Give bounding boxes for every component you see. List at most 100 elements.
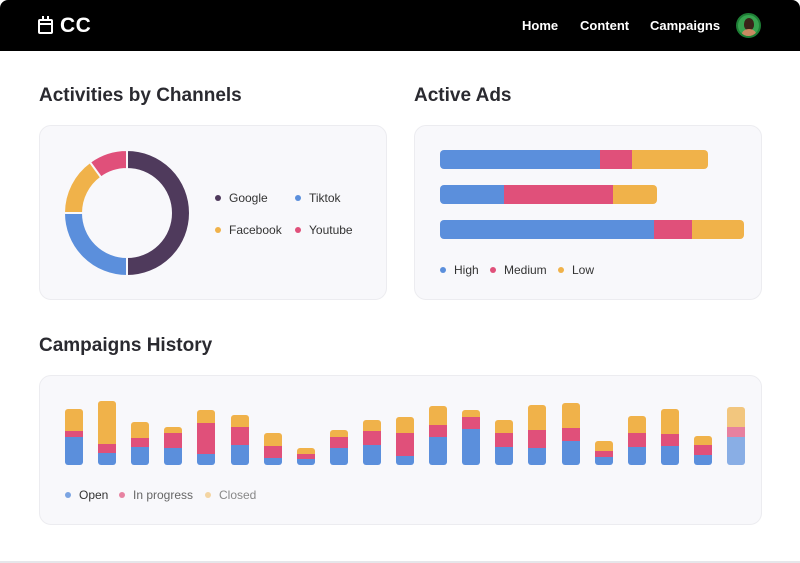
legend-open-dot — [65, 492, 71, 498]
campaign-segment-open — [362, 445, 381, 465]
campaign-segment-open — [230, 445, 249, 465]
campaign-segment-open — [98, 453, 117, 465]
campaign-segment-closed — [296, 448, 315, 454]
campaign-segment-in-progress — [462, 417, 481, 429]
campaign-segment-in-progress — [329, 437, 348, 448]
campaigns-history-title: Campaigns History — [39, 335, 213, 356]
campaign-segment-closed — [197, 410, 216, 423]
campaign-segment-open — [528, 448, 547, 465]
campaign-column — [65, 409, 83, 465]
campaign-segment-open — [396, 456, 414, 465]
campaign-segment-closed — [396, 417, 414, 433]
legend-medium: Medium — [490, 263, 547, 277]
active-ads-segment-medium — [600, 150, 632, 169]
campaign-segment-closed — [65, 409, 83, 431]
active-ads-title: Active Ads — [414, 85, 512, 106]
campaign-segment-closed — [131, 422, 150, 438]
legend-medium-label: Medium — [504, 263, 547, 277]
campaign-column — [296, 448, 315, 465]
legend-google: Google — [215, 191, 268, 205]
legend-in-progress: In progress — [119, 488, 193, 502]
campaign-segment-open — [495, 447, 514, 465]
campaign-segment-in-progress — [495, 433, 514, 447]
campaign-column — [98, 401, 117, 465]
campaign-column — [429, 406, 448, 465]
campaign-segment-open — [131, 447, 150, 465]
campaign-column — [396, 417, 414, 465]
campaign-column — [693, 436, 712, 465]
avatar[interactable] — [736, 13, 761, 38]
nav-item-content[interactable]: Content — [580, 18, 630, 33]
campaign-segment-in-progress — [627, 433, 646, 447]
campaign-column — [727, 407, 745, 465]
campaign-segment-in-progress — [197, 423, 216, 454]
brand-logo[interactable]: CC — [38, 13, 91, 39]
campaign-segment-closed — [164, 427, 183, 433]
campaign-segment-open — [660, 446, 679, 465]
campaigns-history-card: Open In progress Closed — [39, 375, 762, 525]
campaign-segment-in-progress — [296, 454, 315, 459]
legend-facebook: Facebook — [215, 223, 282, 237]
active-ads-segment-high — [440, 185, 504, 204]
campaign-segment-in-progress — [660, 434, 679, 446]
legend-youtube-label: Youtube — [309, 223, 353, 237]
legend-in-progress-label: In progress — [133, 488, 194, 502]
legend-open: Open — [65, 488, 108, 502]
campaign-segment-closed — [98, 401, 117, 444]
legend-google-dot — [215, 195, 221, 201]
campaign-column — [362, 420, 381, 465]
campaign-segment-in-progress — [727, 427, 745, 437]
campaign-segment-in-progress — [65, 431, 83, 437]
campaign-segment-closed — [495, 420, 514, 433]
active-ads-bar — [440, 220, 744, 239]
legend-high-label: High — [454, 263, 479, 277]
campaign-column — [627, 416, 646, 465]
campaign-segment-open — [65, 437, 83, 465]
campaign-segment-closed — [528, 405, 547, 430]
campaign-segment-in-progress — [131, 438, 150, 447]
campaign-segment-in-progress — [98, 444, 117, 453]
campaign-segment-closed — [462, 410, 481, 417]
legend-facebook-label: Facebook — [229, 223, 282, 237]
legend-in-progress-dot — [119, 492, 125, 498]
campaign-segment-open — [693, 455, 712, 465]
campaign-segment-closed — [594, 441, 613, 451]
campaign-segment-open — [429, 437, 448, 465]
logo-text: CC — [60, 14, 92, 37]
page-bottom-border — [0, 561, 800, 563]
legend-open-label: Open — [79, 488, 109, 502]
campaign-segment-open — [263, 458, 282, 465]
campaign-segment-in-progress — [528, 430, 547, 448]
nav-item-home[interactable]: Home — [522, 18, 559, 33]
campaign-column — [462, 410, 481, 465]
active-ads-segment-high — [440, 220, 654, 239]
campaign-column — [495, 420, 514, 465]
campaign-segment-closed — [230, 415, 249, 427]
channels-donut-chart — [62, 148, 191, 278]
active-ads-segment-low — [613, 185, 657, 204]
campaign-segment-closed — [263, 433, 282, 446]
campaign-segment-closed — [693, 436, 712, 445]
campaign-segment-open — [197, 454, 216, 465]
campaign-segment-in-progress — [230, 427, 249, 445]
campaign-segment-closed — [727, 407, 745, 427]
legend-tiktok: Tiktok — [295, 191, 341, 205]
active-ads-segment-low — [692, 220, 744, 239]
campaign-column — [131, 422, 150, 465]
campaign-column — [660, 409, 679, 465]
campaign-segment-open — [462, 429, 481, 465]
top-navigation-bar: CC Home Content Campaigns — [0, 0, 800, 51]
campaign-segment-open — [561, 441, 580, 465]
legend-youtube-dot — [295, 227, 301, 233]
legend-facebook-dot — [215, 227, 221, 233]
campaign-column — [197, 410, 216, 465]
campaign-segment-closed — [329, 430, 348, 437]
campaign-segment-open — [296, 459, 315, 465]
active-ads-bar — [440, 150, 708, 169]
activities-title: Activities by Channels — [39, 85, 242, 106]
active-ads-segment-medium — [654, 220, 692, 239]
campaign-segment-open — [627, 447, 646, 465]
campaign-segment-in-progress — [561, 428, 580, 441]
legend-medium-dot — [490, 267, 496, 273]
nav-item-campaigns[interactable]: Campaigns — [650, 18, 721, 33]
